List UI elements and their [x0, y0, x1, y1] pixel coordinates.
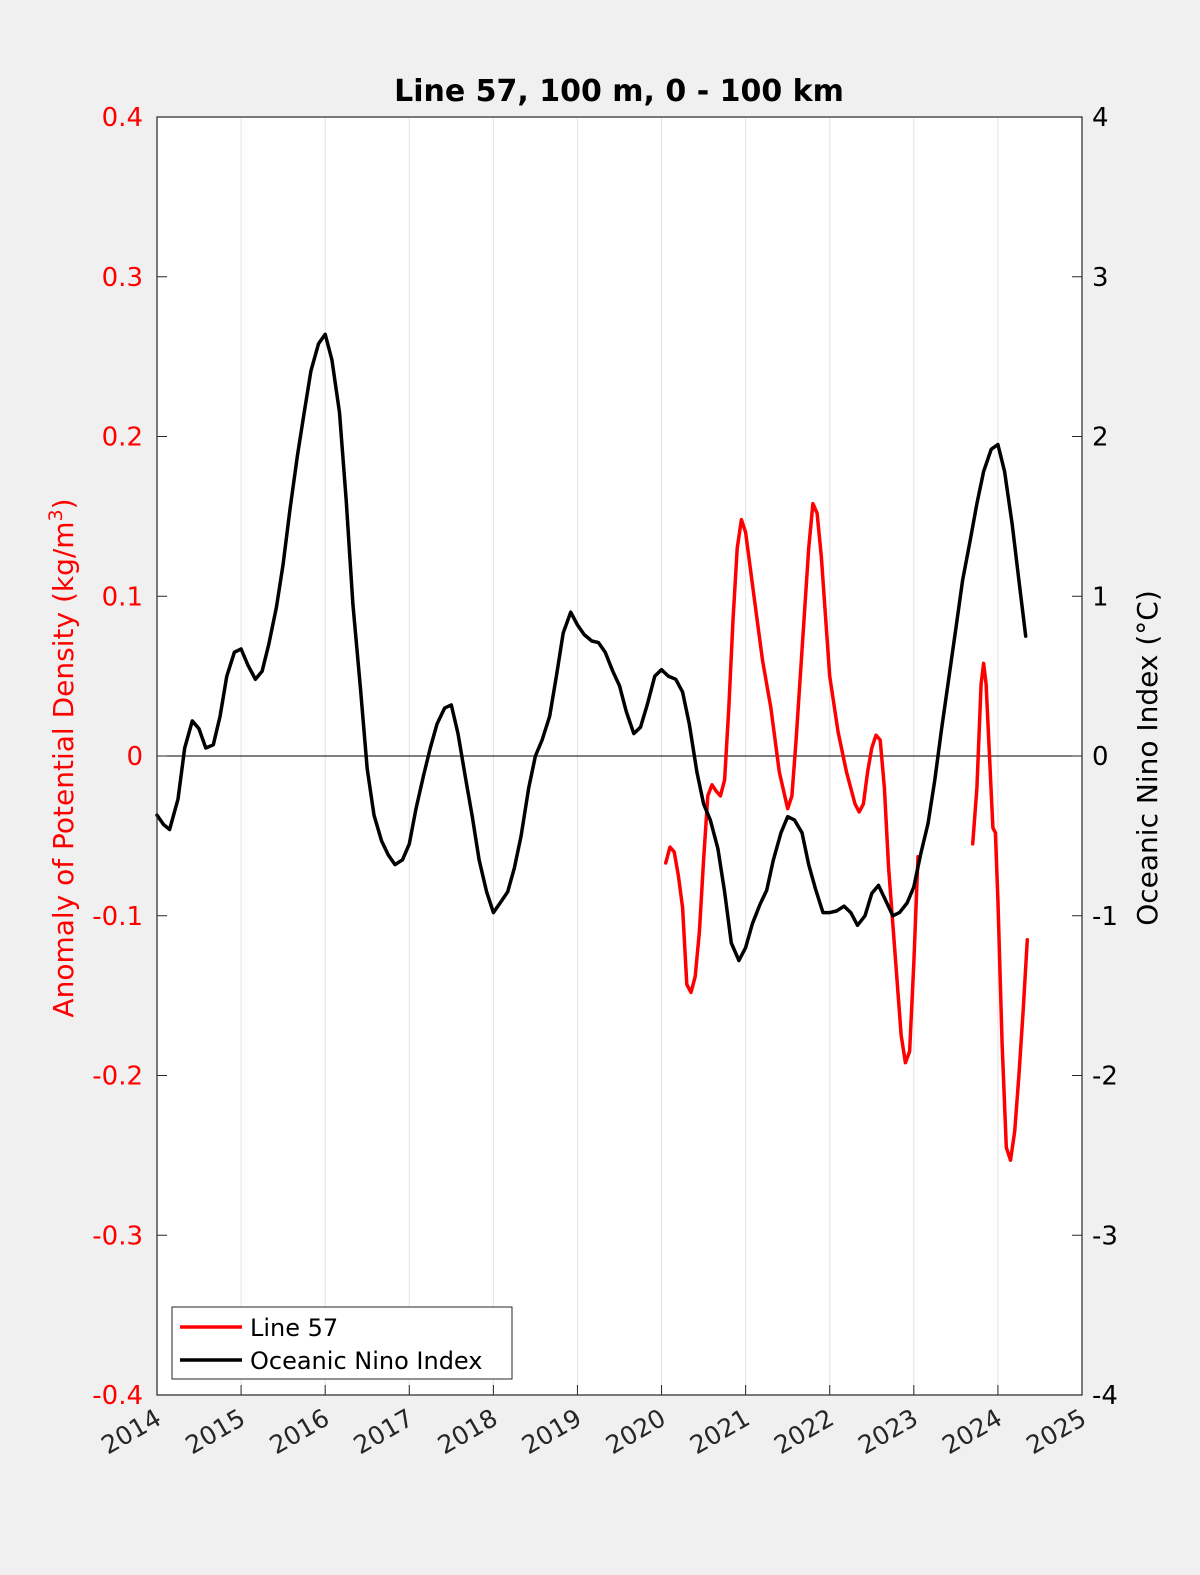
- x-tick-label-2017: 2017: [349, 1403, 419, 1460]
- series-line-oceanic-nino-index-segment-0: [155, 332, 1028, 963]
- y-left-tick-label--0.1: -0.1: [92, 902, 143, 932]
- y-right-tick-label-0: 0: [1092, 742, 1109, 772]
- y-left-tick-label-0.2: 0.2: [102, 423, 143, 453]
- x-tick-label-2025: 2025: [1021, 1403, 1091, 1460]
- y-right-tick-label-3: 3: [1092, 263, 1109, 293]
- legend-label-line57: Line 57: [250, 1314, 338, 1342]
- y-right-tick-label--2: -2: [1092, 1062, 1118, 1092]
- y-left-tick-label-0: 0: [126, 742, 143, 772]
- legend: Line 57 Oceanic Nino Index: [171, 1306, 513, 1380]
- y-axis-left-label: Anomaly of Potential Density (kg/m3): [45, 498, 80, 1017]
- x-tick-label-2016: 2016: [265, 1403, 335, 1460]
- y-right-tick-label-2: 2: [1092, 423, 1109, 453]
- y-right-tick-label--4: -4: [1092, 1381, 1118, 1411]
- y-axis-left-label-close: ): [47, 498, 80, 509]
- x-tick-label-2015: 2015: [180, 1403, 250, 1460]
- x-tick-label-2020: 2020: [601, 1403, 671, 1460]
- x-tick-label-2019: 2019: [517, 1403, 587, 1460]
- x-tick-label-2014: 2014: [96, 1403, 166, 1460]
- y-left-tick-label-0.3: 0.3: [102, 263, 143, 293]
- x-tick-label-2018: 2018: [433, 1403, 503, 1460]
- x-tick-label-2022: 2022: [769, 1403, 839, 1460]
- y-left-tick-label-0.4: 0.4: [102, 103, 143, 133]
- y-axis-left-label-superscript: 3: [45, 509, 67, 521]
- y-right-tick-label--3: -3: [1092, 1221, 1118, 1251]
- y-left-tick-label--0.4: -0.4: [92, 1381, 143, 1411]
- chart-title: Line 57, 100 m, 0 - 100 km: [394, 74, 844, 109]
- series-line-line-57-segment-0: [663, 501, 920, 1065]
- y-right-tick-label-1: 1: [1092, 582, 1109, 612]
- y-left-tick-label-0.1: 0.1: [102, 582, 143, 612]
- y-left-tick-label--0.2: -0.2: [92, 1062, 143, 1092]
- series-layer: [155, 332, 1030, 1162]
- legend-box: [171, 1306, 513, 1380]
- x-tick-label-2024: 2024: [937, 1403, 1007, 1460]
- axis-ticks: [156, 116, 1083, 1396]
- x-tick-label-2023: 2023: [853, 1403, 923, 1460]
- y-right-tick-label--1: -1: [1092, 902, 1118, 932]
- x-tick-label-2021: 2021: [685, 1403, 755, 1460]
- x-tick-labels: 2014 2015 2016 2017 2018 2019 2020 2021 2022 2023…: [96, 1403, 1091, 1460]
- y-left-tick-labels: -0.4 -0.3 -0.2 -0.1 0 0.1 0.2 0.3 0.4: [92, 103, 143, 1411]
- y-left-tick-label--0.3: -0.3: [92, 1221, 143, 1251]
- y-right-tick-label-4: 4: [1092, 103, 1109, 133]
- series-line-line-57-segment-1: [970, 661, 1030, 1162]
- y-axis-right-label: Oceanic Nino Index (°C): [1131, 590, 1164, 926]
- y-axis-left-label-main: Anomaly of Potential Density (kg/m: [47, 521, 80, 1017]
- y-right-tick-labels: -4 -3 -2 -1 0 1 2 3 4: [1092, 103, 1118, 1411]
- legend-label-oni: Oceanic Nino Index: [250, 1347, 482, 1375]
